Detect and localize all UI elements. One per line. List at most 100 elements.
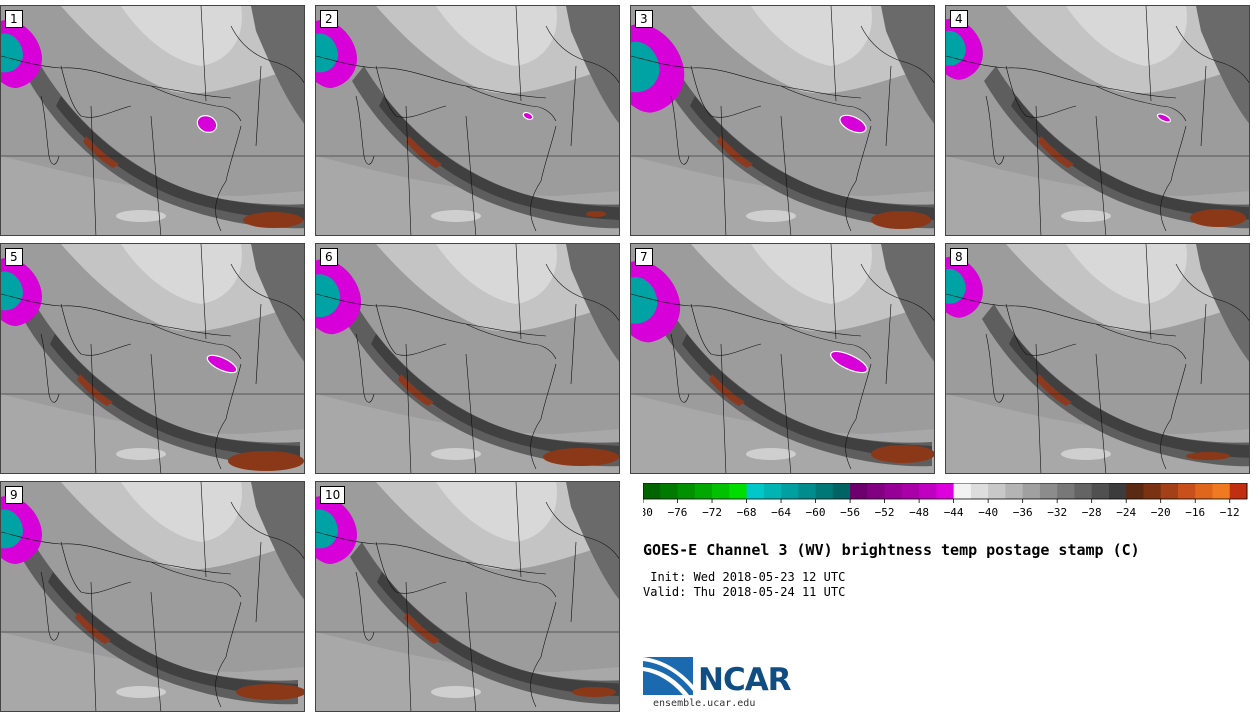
colorbar-swatch (1022, 483, 1041, 499)
coldest-cloud-tops (631, 276, 658, 324)
wv-lightest-region (436, 244, 557, 304)
geo-boundary (200, 244, 207, 340)
wv-dark-east (251, 6, 304, 124)
colorbar-swatch (832, 483, 851, 499)
geo-boundary (720, 343, 727, 473)
coldest-cloud-tops (1, 33, 23, 73)
colorbar-swatch (1108, 483, 1127, 499)
geo-boundary (60, 541, 132, 594)
geo-boundary (150, 85, 242, 122)
geo-boundary (780, 323, 872, 360)
geo-boundary (720, 105, 727, 235)
colorbar-tick-label: −60 (806, 506, 826, 519)
geo-boundary (830, 6, 837, 102)
map-panel-4 (946, 6, 1249, 235)
colorbar-swatch (798, 483, 817, 499)
geo-boundary (230, 263, 304, 322)
geo-boundary (1005, 65, 1077, 118)
colorbar-swatch (884, 483, 903, 499)
geo-boundary (631, 293, 862, 337)
member-label: 6 (320, 248, 338, 266)
wv-darkest-band (1009, 334, 1249, 458)
colorbar-swatch (1039, 483, 1058, 499)
geo-boundary (1200, 303, 1207, 385)
geo-boundary (465, 561, 557, 598)
geo-boundary (230, 501, 304, 560)
geo-boundary (530, 601, 557, 708)
geo-boundary (530, 125, 557, 232)
member-label: 4 (950, 10, 968, 28)
geo-boundary (405, 343, 412, 473)
map-panel-10 (316, 482, 619, 711)
geo-boundary (1, 55, 232, 99)
colorbar-swatch (763, 483, 782, 499)
colorbar-swatch (1177, 483, 1196, 499)
member-label: 8 (950, 248, 968, 266)
colorbar-swatch (1195, 483, 1213, 499)
coldest-cloud-tops (316, 509, 338, 549)
colorbar-swatch (953, 483, 972, 499)
geo-boundary (316, 55, 547, 99)
geo-boundary (1145, 6, 1152, 102)
geo-boundary (690, 303, 762, 356)
geo-boundary (150, 115, 162, 235)
dry-region (543, 448, 619, 466)
geo-boundary (1200, 65, 1207, 147)
geo-boundary (255, 65, 262, 147)
valid-time: Valid: Thu 2018-05-24 11 UTC (643, 585, 846, 599)
colorbar-swatch (1057, 483, 1075, 499)
geo-boundary (1175, 25, 1249, 84)
dry-slot (77, 374, 113, 406)
geo-boundary (1095, 115, 1107, 235)
wv-lightest-region (121, 244, 242, 304)
moist-smudge (1061, 210, 1111, 222)
convective-cloud (830, 350, 868, 374)
wv-dark-east (1196, 244, 1249, 362)
colorbar-swatch (660, 483, 679, 499)
convective-cloud (522, 111, 534, 121)
postage-stamp-panel-4: 4 (945, 5, 1250, 236)
logo-url: ensemble.ucar.edu (653, 698, 756, 709)
dry-slot (404, 612, 440, 644)
postage-stamp-panel-2: 2 (315, 5, 620, 236)
dry-slot (1036, 374, 1072, 406)
geo-boundary (316, 293, 547, 337)
coldest-cloud-tops (316, 274, 341, 318)
geo-boundary (465, 591, 477, 711)
wv-dark-east (566, 6, 619, 124)
geo-boundary (255, 303, 262, 385)
geo-boundary (215, 601, 242, 708)
colorbar-swatch (729, 483, 748, 499)
postage-stamp-panel-9: 9 (0, 481, 305, 712)
geo-boundary (1160, 363, 1187, 470)
geo-boundary (1095, 323, 1187, 360)
geo-boundary (465, 353, 477, 473)
colorbar-tick-label: −52 (875, 506, 895, 519)
postage-stamp-panel-5: 5 (0, 243, 305, 474)
geo-boundary (150, 561, 242, 598)
geo-boundary (860, 263, 934, 322)
moist-smudge (746, 210, 796, 222)
colorbar-tick-label: −56 (840, 506, 860, 519)
wv-lightest-region (751, 6, 872, 66)
colorbar-swatch (1126, 483, 1144, 499)
wv-lightest-region (436, 6, 557, 66)
convective-cloud (206, 354, 238, 374)
geo-boundary (515, 482, 522, 578)
wv-darkest-band (1011, 96, 1249, 220)
colorbar-swatch (901, 483, 920, 499)
colorbar-swatch (970, 483, 989, 499)
postage-stamp-panel-8: 8 (945, 243, 1250, 474)
moist-smudge (431, 448, 481, 460)
geo-boundary (150, 353, 162, 473)
colorbar-swatch (919, 483, 937, 499)
geo-boundary (200, 482, 207, 578)
member-label: 9 (5, 486, 23, 504)
colorbar-tick-label: −76 (668, 506, 688, 519)
moist-smudge (116, 210, 166, 222)
geo-boundary (1160, 125, 1187, 232)
geo-boundary (90, 581, 97, 711)
coldest-cloud-tops (1, 271, 23, 311)
geo-boundary (215, 363, 242, 470)
dry-region (586, 211, 606, 217)
